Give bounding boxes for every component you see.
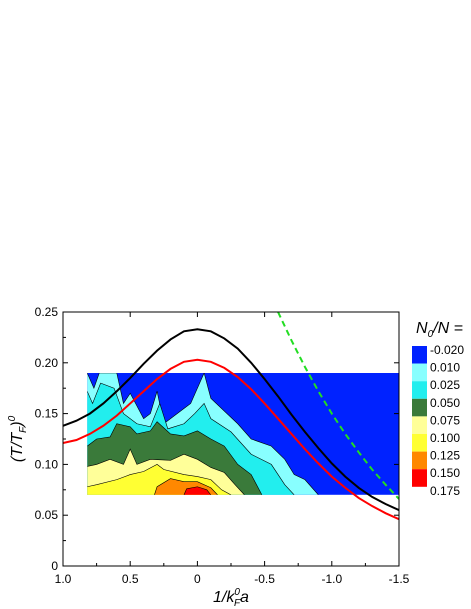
contour-bands [87, 372, 399, 495]
legend-title: N0/N = [416, 320, 463, 340]
y-tick-label: 0.10 [35, 457, 59, 471]
x-tick-label: -1.5 [389, 572, 410, 586]
contour-band-7 [183, 486, 211, 495]
legend-label: 0.175 [430, 484, 460, 498]
legend: -0.020 0.010 0.025 0.050 0.075 0.100 0.125 0.15… [412, 343, 464, 498]
y-axis-title-sup: 0 [7, 415, 18, 421]
y-tick-label: 0 [51, 559, 58, 573]
theory-curves [63, 312, 399, 521]
legend-swatch [412, 346, 427, 364]
y-axis-title-sub: F [18, 426, 29, 433]
legend-title-sub: 0 [428, 329, 434, 340]
legend-swatch [412, 398, 427, 417]
y-axis-title: (T/TF)0 [7, 415, 29, 462]
legend-label: 0.075 [430, 413, 460, 427]
y-tick-label: 0.20 [35, 356, 59, 370]
y-tick-label: 0.05 [35, 508, 59, 522]
curve-2 [63, 358, 399, 521]
y-axis-title-close: ) [9, 421, 26, 428]
legend-title-end: /N = [432, 320, 463, 337]
legend-swatch [412, 363, 427, 382]
contour-line-2 [87, 382, 295, 495]
x-tick-label: 0 [194, 572, 201, 586]
x-axis-title: 1/k0 Fa [213, 587, 249, 609]
x-tick-label: 1.0 [55, 572, 72, 586]
curve-1 [63, 328, 399, 512]
contour-line-3 [87, 421, 263, 495]
legend-swatch [412, 381, 427, 399]
contour-line-6 [154, 478, 218, 495]
x-axis-title-sub: F [234, 598, 241, 609]
x-tick-label: 0.5 [122, 572, 139, 586]
legend-label: 0.025 [430, 378, 460, 392]
legend-label: 0.125 [430, 449, 460, 463]
legend-swatch [412, 451, 427, 470]
legend-label: -0.020 [430, 343, 464, 357]
legend-label: 0.100 [430, 431, 460, 445]
contour-line-4 [87, 448, 245, 495]
x-tick-label: -1.0 [321, 572, 342, 586]
legend-swatch [412, 416, 427, 434]
y-tick-label: 0.25 [35, 305, 59, 319]
curve-3 [277, 312, 399, 500]
legend-swatch [412, 434, 427, 452]
x-axis-title-end: a [240, 589, 249, 606]
x-tick-label: -0.5 [254, 572, 275, 586]
legend-swatch [412, 469, 427, 487]
axis-ticks: 1.0 0.5 0 -0.5 -1.0 -1.5 0 0.05 0.10 0.15 0.20 0.25 [35, 305, 410, 586]
y-tick-label: 0.15 [35, 407, 59, 421]
legend-label: 0.010 [430, 361, 460, 375]
legend-label: 0.050 [430, 396, 460, 410]
x-axis-title-sup: 0 [234, 587, 240, 598]
legend-label: 0.150 [430, 466, 460, 480]
contour-line-1 [87, 372, 319, 495]
contour-line-7 [183, 486, 212, 495]
contour-line-5 [87, 464, 232, 495]
